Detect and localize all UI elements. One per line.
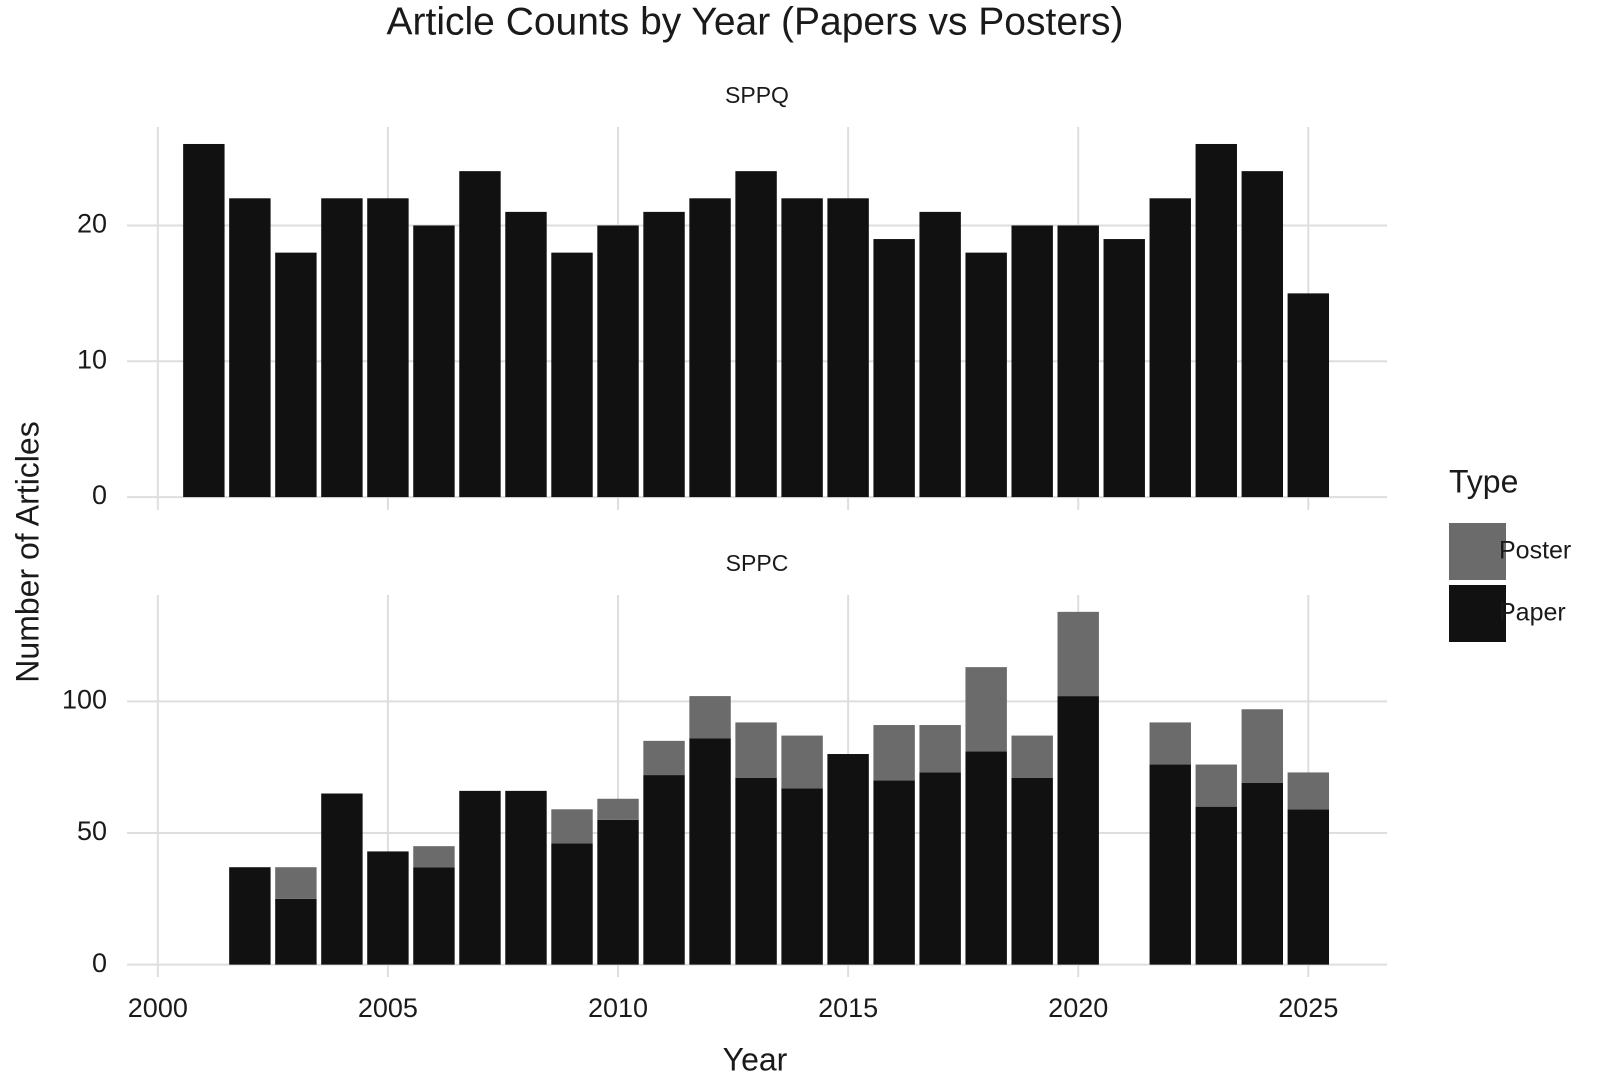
bar-segment <box>1241 709 1283 783</box>
bar-segment <box>275 867 317 899</box>
bar-segment <box>1011 777 1053 965</box>
bar-segment <box>735 777 777 965</box>
bar-segment <box>1241 171 1283 498</box>
bar-segment <box>689 696 731 739</box>
bar-segment <box>1195 143 1237 498</box>
y-tick-label: 0 <box>92 948 107 978</box>
y-axis-title: Number of Articles <box>9 421 45 682</box>
bar-segment <box>827 754 869 965</box>
legend-label: Poster <box>1499 537 1571 565</box>
facet-label: SPPC <box>726 550 789 576</box>
bar-segment <box>919 772 961 965</box>
bar-segment <box>827 198 869 498</box>
bar-segment <box>643 740 685 776</box>
bar-segment <box>643 775 685 965</box>
bar-segment <box>919 211 961 498</box>
y-tick-label: 10 <box>77 344 107 374</box>
bar-segment <box>1103 239 1145 498</box>
bar-segment <box>689 198 731 498</box>
x-tick-label: 2025 <box>1278 993 1338 1023</box>
chart-title: Article Counts by Year (Papers vs Poster… <box>387 0 1124 43</box>
bar-segment <box>643 211 685 498</box>
bar-segment <box>1195 806 1237 965</box>
bar-segment <box>183 143 225 498</box>
legend-label: Paper <box>1499 599 1566 627</box>
bar-segment <box>735 722 777 778</box>
bar-segment <box>551 252 593 498</box>
y-tick-label: 100 <box>62 684 107 714</box>
bar-segment <box>1057 225 1099 498</box>
bar-segment <box>965 252 1007 498</box>
bar-segment <box>735 171 777 498</box>
bar-segment <box>781 198 823 498</box>
bar-segment <box>459 790 501 965</box>
bar-segment <box>505 790 547 965</box>
bar-segment <box>597 819 639 965</box>
bar-segment <box>367 851 409 965</box>
bar-segment <box>1241 782 1283 965</box>
x-tick-label: 2015 <box>818 993 878 1023</box>
y-tick-label: 0 <box>92 480 107 510</box>
bar-segment <box>413 225 455 498</box>
y-tick-label: 20 <box>77 209 107 239</box>
bar-segment <box>321 793 363 965</box>
bar-segment <box>229 198 271 498</box>
bar-segment <box>1149 198 1191 498</box>
legend-swatch <box>1449 585 1506 642</box>
y-tick-label: 50 <box>77 816 107 846</box>
legend-swatch <box>1449 523 1506 580</box>
bar-segment <box>873 239 915 498</box>
bar-segment <box>1195 764 1237 807</box>
bar-segment <box>505 211 547 498</box>
bar-segment <box>1149 764 1191 965</box>
bar-segment <box>965 667 1007 752</box>
bar-segment <box>919 725 961 773</box>
x-tick-label: 2020 <box>1048 993 1108 1023</box>
bar-segment <box>1287 293 1330 498</box>
bar-segment <box>459 171 501 498</box>
bar-segment <box>413 846 455 868</box>
bar-segment <box>873 725 915 781</box>
bar-segment <box>781 735 823 789</box>
bar-segment <box>597 225 639 498</box>
x-axis-title: Year <box>723 1041 788 1077</box>
bar-segment <box>367 198 409 498</box>
legend-title: Type <box>1449 463 1518 499</box>
bar-segment <box>1011 225 1053 498</box>
facet-label: SPPQ <box>725 82 789 108</box>
bar-segment <box>1149 722 1191 765</box>
x-tick-label: 2000 <box>128 993 188 1023</box>
bar-segment <box>321 198 363 498</box>
bar-segment <box>1287 772 1330 810</box>
bar-segment <box>597 798 639 820</box>
bar-segment <box>1011 735 1053 778</box>
bar-segment <box>275 898 317 965</box>
bar-segment <box>965 751 1007 965</box>
bar-segment <box>1287 809 1330 965</box>
bar-segment <box>551 809 593 844</box>
x-tick-label: 2010 <box>588 993 648 1023</box>
bar-segment <box>1057 611 1099 697</box>
bar-segment <box>689 738 731 965</box>
bar-segment <box>275 252 317 498</box>
bar-segment <box>413 867 455 965</box>
bar-segment <box>781 788 823 965</box>
bar-segment <box>873 780 915 965</box>
bar-segment <box>229 867 271 965</box>
x-tick-label: 2005 <box>358 993 418 1023</box>
bar-segment <box>551 843 593 965</box>
bar-segment <box>1057 696 1099 965</box>
